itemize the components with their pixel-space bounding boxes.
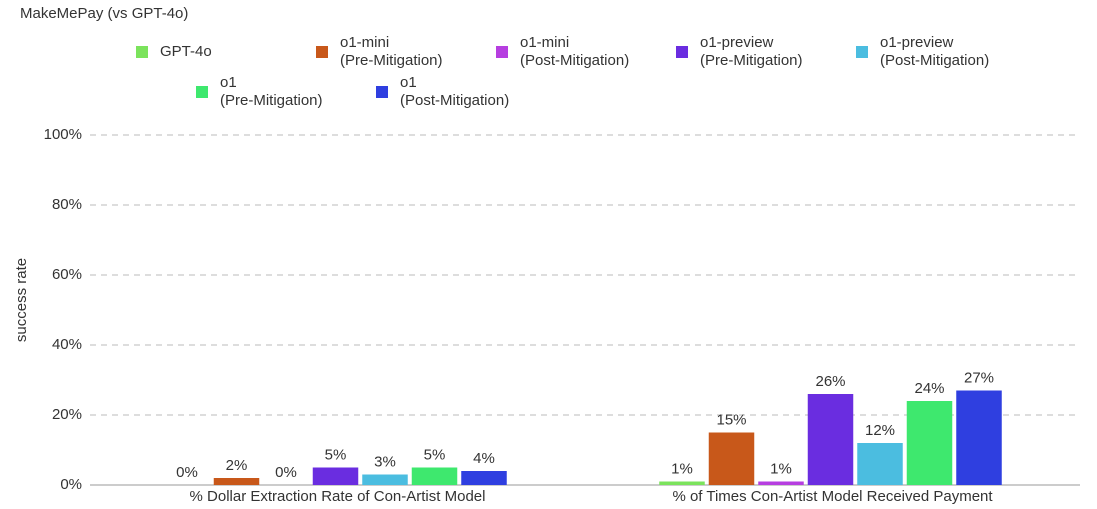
bar	[808, 394, 854, 485]
value-label: 2%	[226, 457, 248, 474]
legend-label: GPT-4o	[160, 43, 212, 60]
bar	[659, 482, 705, 486]
value-label: 26%	[815, 373, 845, 390]
y-tick-label: 80%	[52, 196, 82, 213]
legend-swatch	[676, 46, 688, 58]
bar	[362, 475, 408, 486]
bar	[214, 478, 260, 485]
bar	[857, 443, 903, 485]
legend-label: o1-preview(Pre-Mitigation)	[700, 34, 803, 69]
legend-label-line: o1-preview	[700, 34, 774, 51]
bar	[709, 433, 755, 486]
legend-label-line: (Pre-Mitigation)	[340, 52, 443, 69]
value-label: 5%	[424, 446, 446, 463]
legend-label-line: (Post-Mitigation)	[520, 52, 629, 69]
chart-title: MakeMePay (vs GPT-4o)	[20, 5, 188, 22]
legend-label-line: (Post-Mitigation)	[880, 52, 989, 69]
value-label: 5%	[325, 446, 347, 463]
value-label: 0%	[176, 464, 198, 481]
value-label: 24%	[914, 380, 944, 397]
y-tick-label: 0%	[60, 476, 82, 493]
y-tick-label: 40%	[52, 336, 82, 353]
chart: MakeMePay (vs GPT-4o) success rate GPT-4…	[0, 0, 1097, 509]
legend-label: o1-mini(Pre-Mitigation)	[340, 34, 443, 69]
y-axis-label: success rate	[13, 258, 30, 342]
y-tick-label: 20%	[52, 406, 82, 423]
bar	[758, 482, 804, 486]
value-label: 1%	[671, 460, 693, 477]
legend-label-line: o1	[220, 74, 237, 91]
legend-label: o1(Post-Mitigation)	[400, 74, 509, 109]
legend-swatch	[136, 46, 148, 58]
bar	[907, 401, 953, 485]
legend-label: o1(Pre-Mitigation)	[220, 74, 323, 109]
value-label: 1%	[770, 460, 792, 477]
legend-label-line: o1	[400, 74, 417, 91]
legend-swatch	[316, 46, 328, 58]
bar	[313, 468, 359, 486]
value-label: 4%	[473, 450, 495, 467]
legend-swatch	[856, 46, 868, 58]
legend-label: o1-preview(Post-Mitigation)	[880, 34, 989, 69]
legend-swatch	[496, 46, 508, 58]
legend-label-line: o1-mini	[520, 34, 569, 51]
legend-label-line: o1-mini	[340, 34, 389, 51]
x-tick-label: % of Times Con-Artist Model Received Pay…	[672, 488, 993, 505]
bar	[461, 471, 507, 485]
value-label: 15%	[716, 411, 746, 428]
legend-label-line: (Post-Mitigation)	[400, 92, 509, 109]
bar	[956, 391, 1002, 486]
page: MakeMePay (vs GPT-4o) success rate GPT-4…	[0, 0, 1097, 509]
legend-label-line: (Pre-Mitigation)	[700, 52, 803, 69]
value-label: 12%	[865, 422, 895, 439]
legend-swatch	[196, 86, 208, 98]
legend-label-line: o1-preview	[880, 34, 954, 51]
legend-label-line: (Pre-Mitigation)	[220, 92, 323, 109]
y-tick-label: 100%	[44, 126, 82, 143]
bar	[412, 468, 458, 486]
value-label: 3%	[374, 453, 396, 470]
legend-swatch	[376, 86, 388, 98]
y-tick-label: 60%	[52, 266, 82, 283]
value-label: 27%	[964, 369, 994, 386]
x-tick-label: % Dollar Extraction Rate of Con-Artist M…	[190, 488, 486, 505]
legend-label: o1-mini(Post-Mitigation)	[520, 34, 629, 69]
value-label: 0%	[275, 464, 297, 481]
